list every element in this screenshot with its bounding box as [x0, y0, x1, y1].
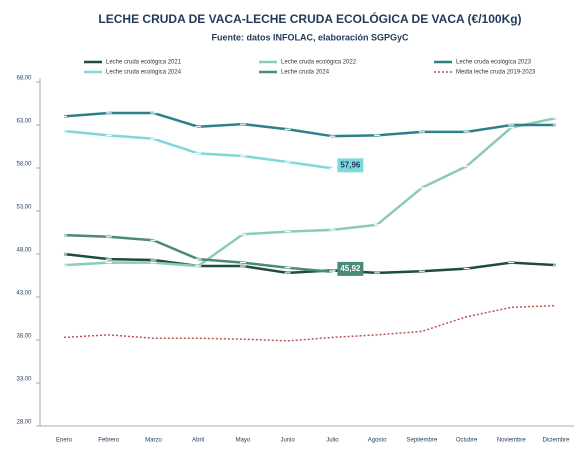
x-tick-label: Mayo	[236, 438, 251, 444]
x-tick-label: Abril	[192, 438, 204, 444]
x-tick-label: Febrero	[98, 438, 120, 444]
y-tick-label: 43,00	[16, 291, 32, 297]
value-label: 45,92	[340, 264, 361, 273]
value-label-box	[337, 158, 364, 173]
legend-label: Leche cruda 2024	[281, 70, 330, 76]
legend-label: Leche cruda ecológica 2021	[106, 60, 182, 66]
x-tick-label: Enero	[56, 438, 73, 444]
x-tick-label: Noviembre	[497, 438, 527, 444]
y-tick-label: 48,00	[16, 248, 32, 254]
y-tick-label: 28,00	[16, 420, 32, 426]
y-tick-label: 58,00	[16, 162, 32, 168]
legend-label: Leche cruda ecológica 2022	[281, 60, 357, 66]
legend-label: Media leche cruda 2019-2023	[456, 70, 536, 76]
x-tick-label: Julio	[326, 438, 339, 444]
x-tick-label: Diciembre	[542, 438, 570, 444]
x-tick-label: Septiembre	[406, 438, 437, 444]
y-tick-label: 63,00	[16, 119, 32, 125]
y-tick-label: 38,00	[16, 334, 32, 340]
x-tick-label: Marzo	[145, 438, 162, 444]
y-tick-label: 33,00	[16, 377, 32, 383]
series-line	[63, 116, 557, 268]
value-label-box	[337, 261, 364, 276]
value-label: 57,96	[340, 160, 361, 169]
series-line	[63, 252, 557, 275]
legend-label: Leche cruda ecológica 2023	[456, 60, 532, 66]
series-line	[63, 129, 333, 170]
x-tick-label: Junio	[280, 438, 295, 444]
chart-subtitle: Fuente: datos INFOLAC, elaboración SGPGy…	[211, 32, 409, 42]
y-tick-label: 53,00	[16, 205, 32, 211]
series-line	[63, 304, 557, 342]
chart-title: LECHE CRUDA DE VACA-LECHE CRUDA ECOLÓGIC…	[98, 11, 521, 26]
x-tick-label: Octubre	[456, 438, 478, 444]
y-tick-label: 68,00	[16, 76, 32, 82]
x-tick-label: Agosto	[368, 438, 387, 444]
series-line	[63, 111, 556, 138]
legend-label: Leche cruda ecológica 2024	[106, 70, 182, 76]
